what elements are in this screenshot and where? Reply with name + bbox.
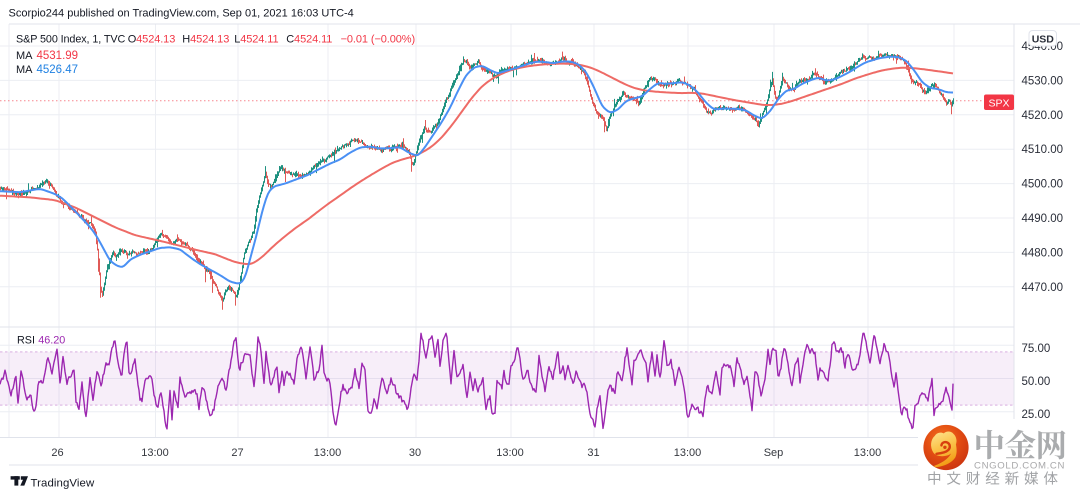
svg-text:SPX: SPX [988, 97, 1009, 109]
svg-text:TradingView: TradingView [31, 478, 95, 490]
svg-text:26: 26 [51, 447, 63, 459]
svg-text:H4524.13: H4524.13 [182, 34, 229, 46]
svg-text:46.20: 46.20 [38, 335, 65, 347]
svg-text:25.00: 25.00 [1022, 409, 1051, 421]
svg-text:27: 27 [231, 447, 243, 459]
svg-text:50.00: 50.00 [1022, 376, 1051, 388]
svg-text:4490.00: 4490.00 [1022, 213, 1064, 225]
svg-text:S&P 500 Index, 1, TVC: S&P 500 Index, 1, TVC [16, 34, 125, 46]
svg-text:MA: MA [16, 50, 33, 62]
svg-text:13:00: 13:00 [141, 447, 169, 459]
svg-text:O4524.13: O4524.13 [128, 34, 176, 46]
svg-text:C4524.11: C4524.11 [286, 34, 332, 46]
svg-text:Sep: Sep [764, 447, 784, 459]
svg-text:Scorpio244 published on Tradin: Scorpio244 published on TradingView.com,… [9, 8, 354, 20]
svg-text:13:00: 13:00 [674, 447, 702, 459]
svg-text:4520.00: 4520.00 [1022, 110, 1064, 122]
svg-text:75.00: 75.00 [1022, 343, 1051, 355]
svg-text:31: 31 [587, 447, 599, 459]
svg-text:13:00: 13:00 [854, 447, 882, 459]
svg-text:4480.00: 4480.00 [1022, 247, 1064, 259]
svg-text:−0.01 (−0.00%): −0.01 (−0.00%) [341, 34, 415, 46]
svg-text:L4524.11: L4524.11 [234, 34, 278, 46]
svg-text:4500.00: 4500.00 [1022, 179, 1064, 191]
svg-text:USD: USD [1032, 33, 1055, 45]
svg-text:4470.00: 4470.00 [1022, 282, 1064, 294]
svg-text:4530.00: 4530.00 [1022, 75, 1064, 87]
svg-text:4526.47: 4526.47 [37, 64, 79, 76]
svg-text:4531.99: 4531.99 [37, 50, 79, 62]
svg-text:MA: MA [16, 64, 33, 76]
svg-text:13:00: 13:00 [496, 447, 524, 459]
svg-text:RSI: RSI [17, 335, 35, 347]
svg-text:30: 30 [409, 447, 421, 459]
svg-text:CNGOLD.COM.CN: CNGOLD.COM.CN [974, 461, 1065, 472]
svg-text:13:00: 13:00 [314, 447, 342, 459]
svg-text:4510.00: 4510.00 [1022, 144, 1064, 156]
